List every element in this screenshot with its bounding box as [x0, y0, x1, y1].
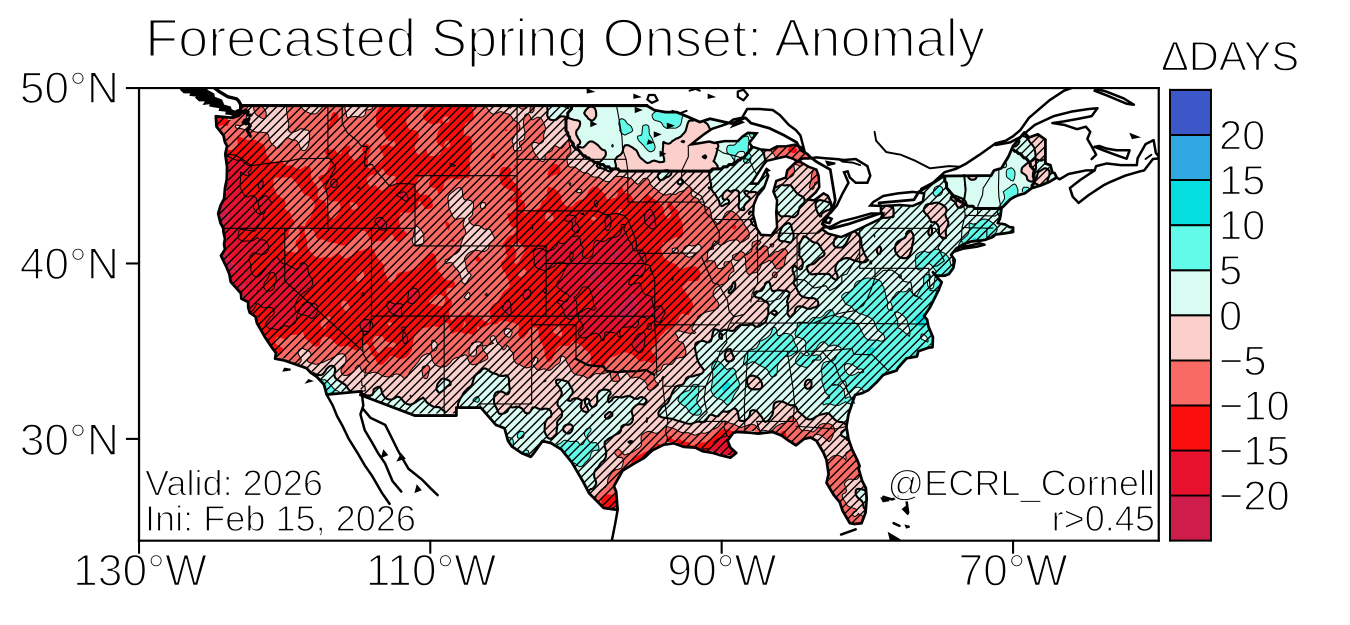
svg-text:30°N: 30°N — [20, 416, 119, 465]
svg-text:70°W: 70°W — [958, 547, 1067, 596]
svg-text:−20: −20 — [1219, 472, 1290, 519]
svg-text:−10: −10 — [1219, 382, 1290, 429]
svg-text:130°W: 130°W — [73, 547, 207, 596]
svg-text:5: 5 — [1219, 247, 1242, 294]
svg-text:Forecasted Spring Onset: Anoma: Forecasted Spring Onset: Anomaly — [145, 9, 985, 69]
svg-text:ΔDAYS: ΔDAYS — [1161, 32, 1299, 79]
svg-text:r>0.45: r>0.45 — [1052, 498, 1155, 539]
svg-text:−15: −15 — [1219, 427, 1290, 474]
svg-text:@ECRL_Cornell: @ECRL_Cornell — [888, 463, 1155, 504]
svg-text:0: 0 — [1219, 292, 1242, 339]
svg-text:Valid: 2026: Valid: 2026 — [145, 463, 323, 504]
svg-text:Ini: Feb 15, 2026: Ini: Feb 15, 2026 — [145, 498, 416, 539]
svg-text:40°N: 40°N — [20, 240, 119, 289]
svg-text:50°N: 50°N — [20, 64, 119, 113]
svg-text:90°W: 90°W — [667, 547, 776, 596]
svg-text:10: 10 — [1219, 202, 1265, 249]
svg-text:20: 20 — [1219, 111, 1265, 158]
svg-text:110°W: 110°W — [366, 547, 497, 596]
svg-text:−5: −5 — [1219, 337, 1267, 384]
svg-text:15: 15 — [1219, 157, 1265, 204]
